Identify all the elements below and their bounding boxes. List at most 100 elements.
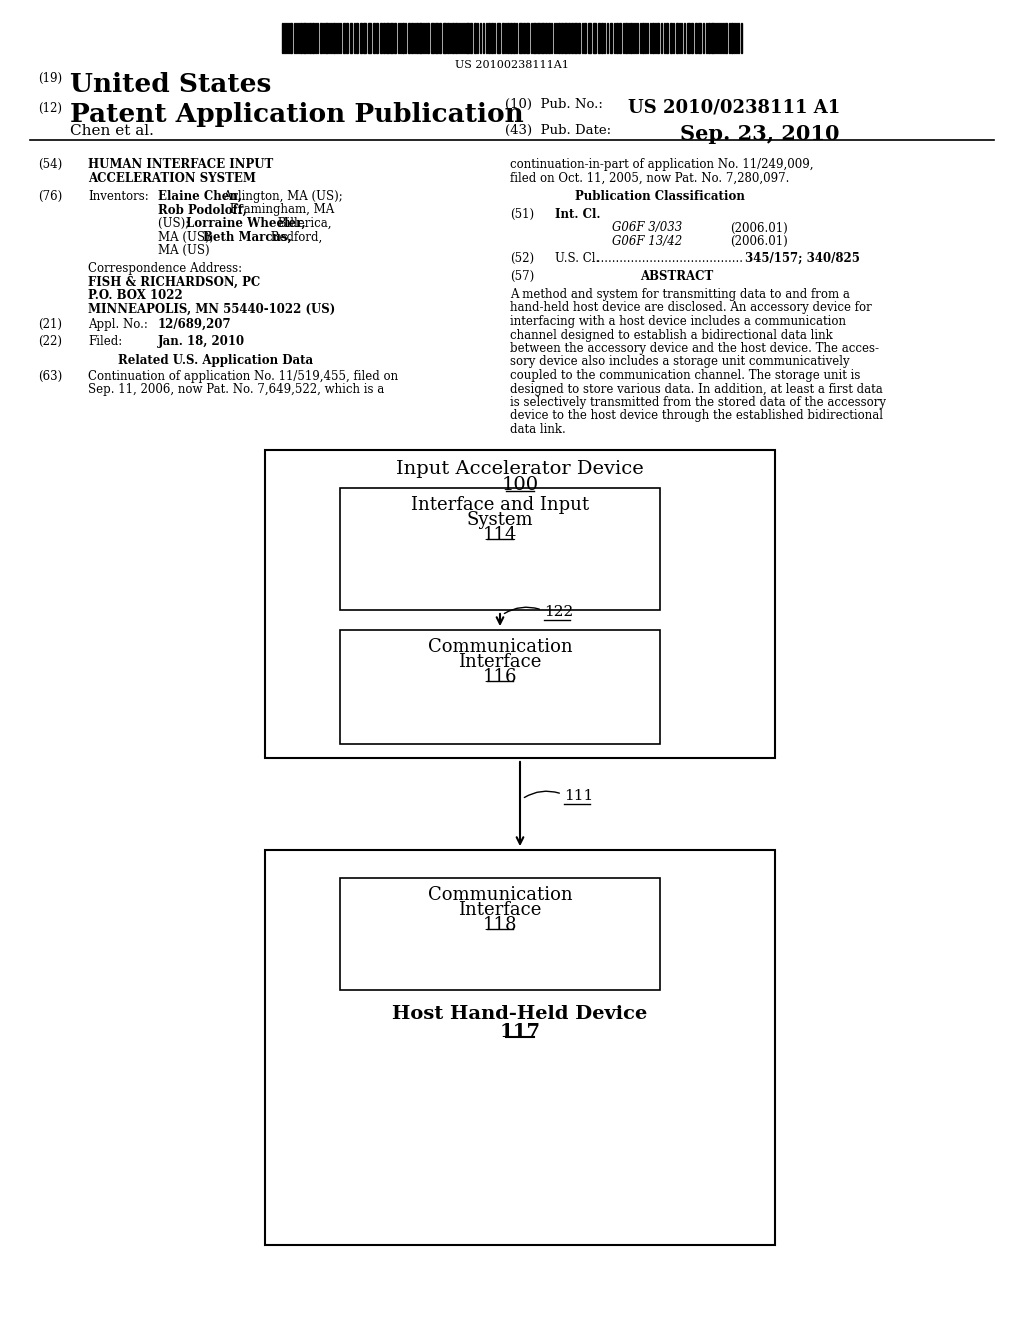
Bar: [455, 22, 457, 53]
Text: Rob Podoloff,: Rob Podoloff,: [158, 203, 247, 216]
Bar: [380, 22, 382, 53]
Bar: [312, 22, 314, 53]
Bar: [383, 22, 385, 53]
Text: Interface: Interface: [459, 653, 542, 671]
Text: (54): (54): [38, 158, 62, 172]
Bar: [601, 22, 603, 53]
Text: (52): (52): [510, 252, 535, 265]
Text: Sep. 11, 2006, now Pat. No. 7,649,522, which is a: Sep. 11, 2006, now Pat. No. 7,649,522, w…: [88, 384, 384, 396]
Text: data link.: data link.: [510, 422, 565, 436]
Bar: [360, 22, 362, 53]
Bar: [431, 22, 434, 53]
Bar: [548, 22, 550, 53]
Bar: [642, 22, 644, 53]
Bar: [470, 22, 472, 53]
Text: 122: 122: [544, 605, 573, 619]
Bar: [698, 22, 701, 53]
Text: Interface: Interface: [459, 902, 542, 919]
Bar: [490, 22, 493, 53]
Text: Inventors:: Inventors:: [88, 190, 148, 203]
Text: designed to store various data. In addition, at least a first data: designed to store various data. In addit…: [510, 383, 883, 396]
Bar: [571, 22, 573, 53]
Text: Appl. No.:: Appl. No.:: [88, 318, 147, 331]
Text: ABSTRACT: ABSTRACT: [640, 271, 714, 282]
Text: channel designed to establish a bidirectional data link: channel designed to establish a bidirect…: [510, 329, 833, 342]
Bar: [340, 488, 660, 610]
Bar: [666, 22, 668, 53]
Text: G06F 13/42: G06F 13/42: [612, 235, 682, 248]
Bar: [564, 22, 567, 53]
Text: 111: 111: [564, 789, 593, 803]
Text: Jan. 18, 2010: Jan. 18, 2010: [158, 335, 245, 348]
Text: MINNEAPOLIS, MN 55440-1022 (US): MINNEAPOLIS, MN 55440-1022 (US): [88, 302, 335, 315]
Bar: [652, 22, 654, 53]
Bar: [386, 22, 389, 53]
Text: US 20100238111A1: US 20100238111A1: [455, 59, 569, 70]
Bar: [510, 22, 512, 53]
Bar: [588, 22, 591, 53]
Bar: [568, 22, 570, 53]
Bar: [574, 22, 577, 53]
Bar: [439, 22, 441, 53]
Bar: [513, 22, 515, 53]
Text: device to the host device through the established bidirectional: device to the host device through the es…: [510, 409, 883, 422]
Bar: [443, 22, 446, 53]
Text: (63): (63): [38, 370, 62, 383]
Bar: [466, 22, 469, 53]
Bar: [325, 22, 328, 53]
Text: MA (US): MA (US): [158, 244, 210, 257]
Text: A method and system for transmitting data to and from a: A method and system for transmitting dat…: [510, 288, 850, 301]
Bar: [452, 22, 454, 53]
Text: interfacing with a host device includes a communication: interfacing with a host device includes …: [510, 315, 846, 327]
Bar: [630, 22, 632, 53]
Bar: [343, 22, 345, 53]
Bar: [402, 22, 404, 53]
Text: hand-held host device are disclosed. An accessory device for: hand-held host device are disclosed. An …: [510, 301, 871, 314]
Bar: [356, 22, 358, 53]
Text: US 2010/0238111 A1: US 2010/0238111 A1: [628, 98, 841, 116]
Text: 345/157; 340/825: 345/157; 340/825: [745, 252, 860, 265]
Text: sory device also includes a storage unit communicatively: sory device also includes a storage unit…: [510, 355, 850, 368]
Text: (US);: (US);: [158, 216, 193, 230]
Bar: [303, 22, 306, 53]
Bar: [497, 22, 500, 53]
Text: between the accessory device and the host device. The acces-: between the accessory device and the hos…: [510, 342, 879, 355]
Bar: [373, 22, 375, 53]
Bar: [593, 22, 596, 53]
Text: Input Accelerator Device: Input Accelerator Device: [396, 459, 644, 478]
Bar: [416, 22, 418, 53]
Bar: [618, 22, 621, 53]
Text: System: System: [467, 511, 534, 529]
Bar: [368, 22, 371, 53]
Text: Sep. 23, 2010: Sep. 23, 2010: [680, 124, 840, 144]
Text: 116: 116: [482, 668, 517, 686]
Text: Bedford,: Bedford,: [267, 231, 323, 243]
Text: Arlington, MA (US);: Arlington, MA (US);: [220, 190, 343, 203]
Bar: [340, 878, 660, 990]
Text: Continuation of application No. 11/519,455, filed on: Continuation of application No. 11/519,4…: [88, 370, 398, 383]
Text: Communication: Communication: [428, 886, 572, 904]
Bar: [362, 22, 366, 53]
Text: Beth Marcus,: Beth Marcus,: [203, 231, 292, 243]
Bar: [526, 22, 529, 53]
Text: is selectively transmitted from the stored data of the accessory: is selectively transmitted from the stor…: [510, 396, 886, 409]
Bar: [708, 22, 710, 53]
Bar: [507, 22, 509, 53]
Bar: [435, 22, 438, 53]
Bar: [350, 22, 352, 53]
Bar: [610, 22, 612, 53]
Bar: [447, 22, 449, 53]
Bar: [625, 22, 627, 53]
Bar: [519, 22, 522, 53]
Bar: [319, 22, 322, 53]
Bar: [598, 22, 600, 53]
Text: United States: United States: [70, 73, 271, 96]
Text: .......................................: .......................................: [593, 252, 743, 265]
Bar: [711, 22, 714, 53]
Bar: [534, 22, 536, 53]
Bar: [488, 22, 490, 53]
Bar: [390, 22, 393, 53]
Text: (12): (12): [38, 102, 62, 115]
Text: (76): (76): [38, 190, 62, 203]
Bar: [670, 22, 672, 53]
